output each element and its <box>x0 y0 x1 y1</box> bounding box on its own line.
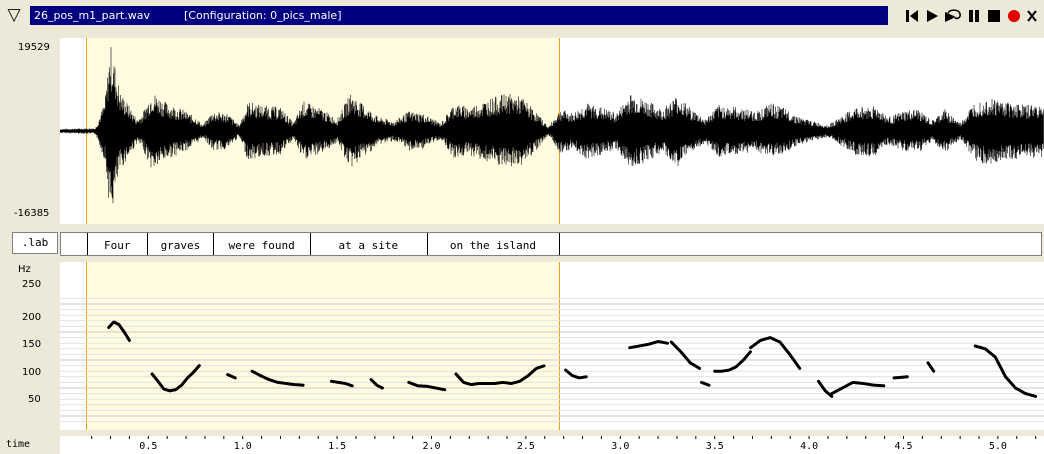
pitch-contour <box>749 336 802 370</box>
pitch-unit-label: Hz <box>18 264 31 275</box>
loop-play-icon[interactable] <box>944 8 962 24</box>
waveform-signal <box>60 47 1044 204</box>
pitch-tick-label: 200 <box>22 312 42 323</box>
window-title: 26_pos_m1_part.wav [Configuration: 0_pic… <box>30 6 888 25</box>
waveform-area[interactable] <box>60 38 1044 224</box>
time-axis-label: time <box>6 439 31 450</box>
pitch-tick-label: 250 <box>22 279 42 290</box>
pitch-tick-label: 100 <box>22 367 42 378</box>
pitch-contour <box>700 380 711 387</box>
label-word[interactable]: Four <box>103 239 131 252</box>
pitch-contour <box>669 340 702 370</box>
label-boundary[interactable] <box>426 233 428 255</box>
waveform-min-label: -16385 <box>14 208 50 219</box>
pitch-contour <box>817 379 834 398</box>
pitch-contour <box>107 320 131 342</box>
pause-icon[interactable] <box>966 8 982 24</box>
label-boundary[interactable] <box>87 233 88 255</box>
label-tier-bar: .lab Four graves were found at a site on… <box>0 230 1044 256</box>
pitch-area[interactable] <box>60 262 1044 430</box>
pitch-contour <box>454 372 488 387</box>
time-tick-label: 2.0 <box>422 441 441 452</box>
waveform-plot <box>60 47 1044 204</box>
record-icon[interactable] <box>1006 8 1022 24</box>
pitch-contour <box>226 373 237 380</box>
label-boundary[interactable] <box>559 233 560 255</box>
time-tick-label: 0.5 <box>139 441 158 452</box>
label-boundary[interactable] <box>309 233 311 255</box>
skip-to-start-icon[interactable] <box>904 8 920 24</box>
waveform-max-label: 19529 <box>18 42 50 53</box>
pitch-contour <box>484 364 547 386</box>
label-word[interactable]: at a site <box>338 239 399 252</box>
play-icon[interactable] <box>924 8 940 24</box>
label-boundary[interactable] <box>147 233 149 255</box>
label-word[interactable]: on the island <box>449 239 536 252</box>
configuration-label: [Configuration: 0_pics_male] <box>184 9 342 22</box>
time-axis[interactable]: 0.5 1.0 1.5 2.0 2.5 3.0 3.5 4.0 4.5 5.0 <box>60 436 1044 454</box>
time-tick-label: 5.0 <box>988 441 1007 452</box>
pitch-contour <box>926 361 936 373</box>
pitch-contour <box>329 379 354 388</box>
pitch-contour <box>973 344 1038 398</box>
time-tick-label: 3.0 <box>611 441 630 452</box>
pitch-plot <box>60 297 1044 423</box>
pitch-contour <box>830 380 887 396</box>
time-ticks <box>91 436 1037 439</box>
label-tier-name[interactable]: .lab <box>12 232 58 254</box>
label-tier[interactable]: Four graves were found at a site on the … <box>60 232 1042 256</box>
label-word[interactable]: were found <box>228 239 295 252</box>
title-bar: ▽ 26_pos_m1_part.wav [Configuration: 0_p… <box>0 0 1044 28</box>
pitch-contour <box>407 380 447 392</box>
label-boundary[interactable] <box>213 233 215 255</box>
time-tick-label: 3.5 <box>705 441 724 452</box>
time-tick-label: 4.0 <box>800 441 819 452</box>
pitch-contour <box>628 339 669 350</box>
label-word[interactable]: graves <box>160 239 201 252</box>
time-tick-label: 4.5 <box>894 441 913 452</box>
pitch-tick-label: 150 <box>22 339 42 350</box>
time-tick-label: 1.0 <box>233 441 252 452</box>
time-tick-label: 2.5 <box>516 441 535 452</box>
menu-triangle-icon[interactable]: ▽ <box>7 5 21 25</box>
pitch-contour <box>250 369 305 387</box>
time-tick-label: 1.5 <box>328 441 347 452</box>
selection-region[interactable] <box>86 262 560 430</box>
pitch-tick-label: 50 <box>28 394 41 405</box>
pitch-contour <box>713 350 753 373</box>
close-icon[interactable] <box>1026 8 1040 24</box>
pitch-contour <box>564 368 588 380</box>
time-axis-bar: time 0.5 1.0 1.5 2.0 2.5 3.0 3.5 4.0 4.5… <box>0 436 1044 454</box>
pitch-contour <box>892 375 909 380</box>
filename-label: 26_pos_m1_part.wav <box>34 9 150 22</box>
pitch-contour <box>369 378 384 390</box>
stop-icon[interactable] <box>986 8 1002 24</box>
pitch-contour <box>150 364 201 393</box>
